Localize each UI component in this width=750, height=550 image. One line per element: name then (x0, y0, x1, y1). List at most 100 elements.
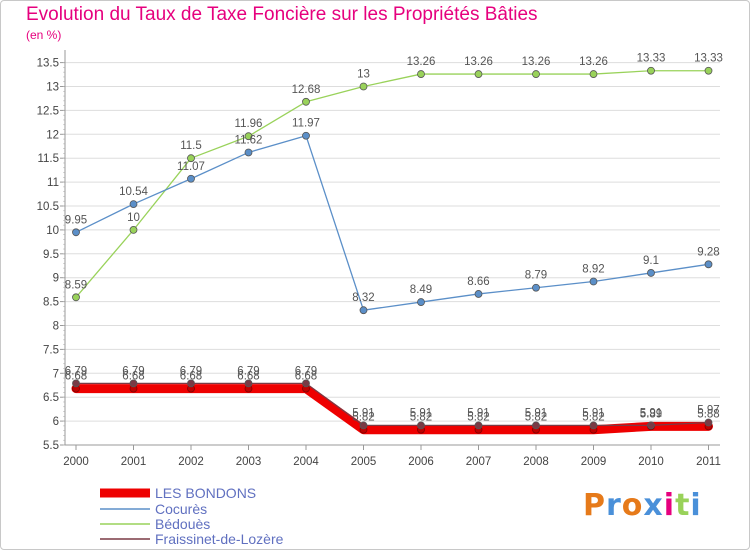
data-label: 11.97 (292, 118, 320, 130)
x-tick-label: 2003 (236, 456, 262, 468)
data-point (302, 131, 310, 140)
data-label: 8.79 (525, 270, 547, 282)
legend-label: Fraissinet-de-Lozère (155, 531, 284, 547)
x-tick-label: 2007 (466, 456, 492, 468)
y-tick-label: 8 (53, 321, 59, 333)
data-label: 6.79 (180, 365, 202, 377)
x-tick-label: 2002 (178, 456, 204, 468)
data-point (359, 306, 368, 315)
x-tick-label: 2006 (408, 456, 434, 468)
y-tick-label: 5.5 (43, 440, 59, 452)
data-label: 5.91 (410, 407, 432, 419)
x-tick-label: 2010 (638, 456, 664, 468)
logo-letter: i (690, 488, 702, 523)
x-tick-label: 2004 (293, 456, 319, 468)
data-point (647, 421, 655, 430)
proxiti-logo: Proxiti (583, 488, 702, 523)
y-tick-label: 6 (53, 416, 59, 428)
data-point (187, 174, 195, 183)
data-point (72, 379, 80, 388)
data-label: 8.66 (467, 276, 489, 288)
y-tick-label: 11 (47, 177, 59, 189)
data-point (532, 283, 540, 292)
x-tick-label: 2008 (523, 456, 549, 468)
data-point (704, 418, 713, 427)
data-label: 8.92 (582, 264, 604, 276)
data-label: 6.68 (237, 371, 259, 383)
logo-letter: r (606, 488, 622, 523)
data-label: 12.68 (292, 84, 321, 96)
data-point (359, 82, 368, 91)
logo-letter: P (583, 488, 606, 523)
data-point (72, 228, 80, 237)
data-label: 5.91 (582, 407, 604, 419)
data-point (417, 70, 425, 78)
data-label: 8.59 (65, 279, 87, 291)
data-label: 11.07 (177, 161, 205, 173)
data-label: 11.96 (235, 118, 263, 130)
data-point (302, 379, 310, 388)
y-tick-label: 12.5 (37, 105, 59, 117)
data-label: 13.26 (522, 56, 551, 68)
data-point (589, 421, 598, 430)
y-tick-label: 11.5 (37, 153, 59, 165)
data-label: 6.68 (295, 371, 317, 383)
data-label: 6.79 (237, 365, 259, 377)
data-label: 5.82 (525, 412, 547, 424)
data-label: 13.33 (637, 53, 666, 65)
data-label: 6.68 (65, 371, 87, 383)
data-point (129, 379, 138, 388)
x-tick-label: 2009 (581, 456, 607, 468)
data-point (704, 260, 713, 269)
data-label: 9.28 (697, 246, 719, 258)
series-line-0 (71, 384, 713, 435)
series-line-2 (75, 70, 710, 298)
y-tick-label: 10 (46, 225, 59, 237)
data-point (129, 200, 138, 208)
logo-letter: i (663, 488, 676, 523)
data-label: 6.68 (122, 371, 144, 383)
x-tick-label: 2001 (121, 456, 147, 468)
logo-letter: x (643, 488, 664, 523)
data-label: 13.26 (579, 56, 608, 68)
legend-label: Bédouès (155, 516, 210, 532)
y-tick-label: 7 (53, 368, 59, 380)
y-tick-label: 12 (46, 129, 59, 141)
data-label: 10 (127, 212, 140, 224)
data-point (187, 379, 195, 388)
data-point (244, 148, 253, 157)
data-label: 10.54 (119, 186, 148, 198)
x-tick-label: 2005 (351, 456, 377, 468)
data-label: 11.62 (235, 134, 263, 146)
data-point (532, 70, 540, 78)
series-line-3 (75, 382, 710, 427)
data-label: 5.82 (582, 412, 604, 424)
data-point (302, 97, 310, 106)
data-point (244, 132, 253, 141)
data-label: 13 (357, 69, 370, 81)
data-point (589, 70, 598, 78)
data-label: 6.79 (295, 365, 317, 377)
legend-label: LES BONDONS (155, 485, 256, 501)
data-point (647, 269, 655, 277)
chart-title: Evolution du Taux de Taxe Foncière sur l… (26, 4, 538, 25)
data-point (359, 421, 368, 430)
y-tick-label: 9.5 (43, 249, 59, 261)
data-point (704, 66, 713, 75)
logo-letter: t (675, 488, 691, 523)
data-point (474, 290, 483, 298)
data-point (647, 66, 655, 75)
data-label: 5.97 (697, 405, 719, 417)
data-label: 6.79 (122, 365, 144, 377)
x-tick-label: 2011 (696, 456, 721, 468)
y-tick-label: 6.5 (43, 392, 59, 404)
y-tick-label: 8.5 (43, 297, 59, 309)
y-tick-label: 7.5 (43, 344, 59, 356)
data-point (187, 154, 195, 163)
y-tick-label: 13.5 (37, 58, 59, 70)
x-tick-label: 2000 (63, 456, 89, 468)
legend-label: Cocurès (155, 501, 207, 517)
data-label: 13.26 (407, 56, 436, 68)
data-label: 5.82 (410, 412, 432, 424)
